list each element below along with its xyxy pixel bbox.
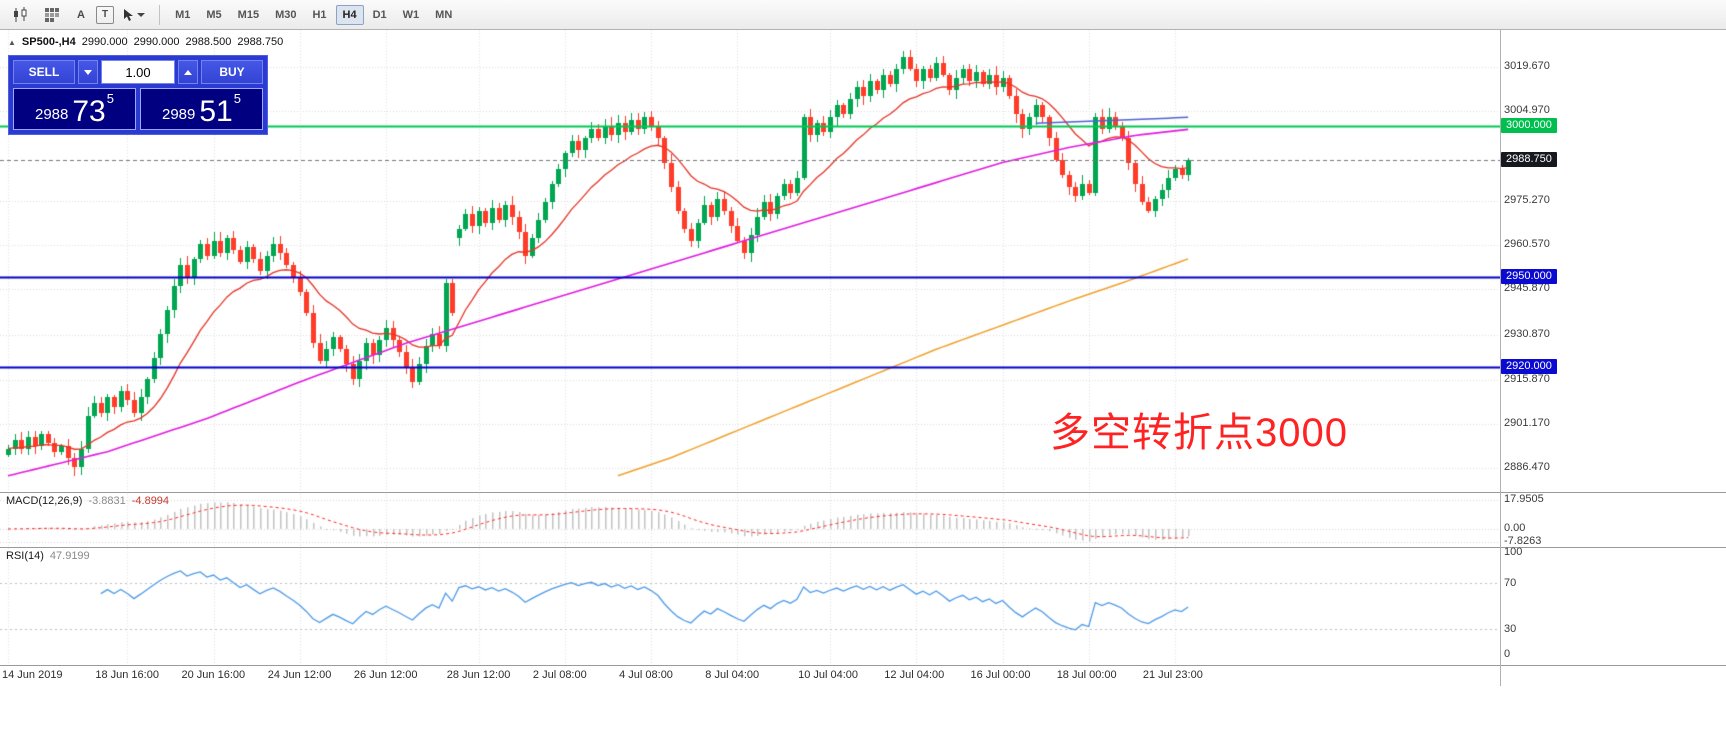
timeframe-button-d1[interactable]: D1: [372, 8, 387, 21]
bar-low: 2988.500: [185, 36, 232, 48]
collapse-trade-panel-icon[interactable]: ▲: [8, 37, 16, 47]
price-axis-label: 3019.670: [1504, 60, 1550, 73]
price-axis-label: 2915.870: [1504, 372, 1550, 385]
time-axis[interactable]: 14 Jun 2019 18 Jun 16:00 20 Jun 16:00 24 Ju…: [0, 666, 1500, 686]
pane-divider[interactable]: [0, 547, 1726, 548]
price-axis-label: 2975.270: [1504, 193, 1550, 206]
timeframe-button-m30[interactable]: M30: [275, 8, 297, 21]
sell-button[interactable]: SELL: [13, 60, 75, 84]
price-axis-label: 2901.170: [1504, 417, 1550, 430]
time-axis-label: 21 Jul 23:00: [1142, 669, 1203, 681]
macd-panel-title: MACD(12,26,9) -3.8831 -4.8994: [6, 495, 170, 507]
timeframe-button-m15[interactable]: M15: [237, 8, 260, 21]
price-level-badge: 2988.750: [1501, 152, 1557, 168]
macd-signal-value: -4.8994: [131, 495, 170, 507]
macd-axis-label: -7.8263: [1504, 534, 1542, 547]
buy-button[interactable]: BUY: [201, 60, 263, 84]
top-toolbar: A T M1 M5 M15 M30 H1 H4 D1 W1 MN: [0, 0, 1726, 30]
rsi-axis-label: 70: [1504, 576, 1517, 589]
time-axis-border: [0, 665, 1726, 666]
cursor-tool-dropdown[interactable]: [116, 4, 151, 26]
price-axis-border: [1500, 30, 1501, 686]
sell-price-prefix: 2988: [35, 105, 69, 123]
time-axis-label: 28 Jun 12:00: [446, 669, 511, 681]
symbol-label: SP500-,H4: [21, 36, 76, 48]
grid-profile-icon[interactable]: [38, 4, 66, 26]
price-level-badge: 2950.000: [1501, 268, 1557, 284]
time-axis-label: 12 Jul 04:00: [884, 669, 945, 681]
text-tool-icon[interactable]: T: [96, 5, 115, 24]
chevron-down-icon: [84, 69, 92, 75]
timeframe-button-m5[interactable]: M5: [206, 8, 222, 21]
time-axis-label: 20 Jun 16:00: [181, 669, 246, 681]
buy-price-prefix: 2989: [162, 105, 196, 123]
volume-input[interactable]: [101, 60, 175, 84]
time-axis-label: 8 Jul 04:00: [705, 669, 760, 681]
price-axis-label: 2960.570: [1504, 238, 1550, 251]
timeframe-button-mn[interactable]: MN: [435, 8, 453, 21]
bar-open: 2990.000: [81, 36, 128, 48]
font-tool-icon[interactable]: A: [77, 8, 85, 21]
rsi-axis-label: 100: [1504, 546, 1523, 558]
macd-value: -3.8831: [88, 495, 126, 507]
time-axis-label: 24 Jun 12:00: [267, 669, 332, 681]
timeframe-button-group: M1 M5 M15 M30 H1 H4 D1 W1 MN: [168, 4, 459, 25]
volume-dropdown-button[interactable]: [78, 60, 98, 84]
price-axis-label: 2930.870: [1504, 327, 1550, 340]
volume-stepper-up-button[interactable]: [178, 60, 198, 84]
price-level-badge: 2920.000: [1501, 359, 1557, 375]
buy-price-pip: 5: [233, 91, 241, 106]
time-axis-label: 14 Jun 2019: [2, 669, 63, 681]
time-axis-label: 16 Jul 00:00: [970, 669, 1031, 681]
macd-canvas[interactable]: [0, 494, 1500, 546]
bar-close: 2988.750: [237, 36, 284, 48]
timeframe-button-w1[interactable]: W1: [402, 8, 420, 21]
rsi-axis-label: 0: [1504, 648, 1511, 660]
rsi-axis-label: 30: [1504, 623, 1517, 636]
pane-divider[interactable]: [0, 492, 1726, 493]
price-level-badge: 3000.000: [1501, 118, 1557, 134]
rsi-canvas[interactable]: [0, 548, 1500, 664]
buy-price-main: 51: [199, 94, 233, 128]
toolbar-separator: [159, 4, 161, 25]
rsi-panel-title: RSI(14) 47.9199: [6, 550, 90, 562]
chevron-down-icon: [137, 12, 146, 17]
chevron-up-icon: [184, 69, 192, 75]
timeframe-button-m1[interactable]: M1: [175, 8, 191, 21]
price-axis-label: 2945.870: [1504, 282, 1550, 295]
time-axis-label: 10 Jul 04:00: [798, 669, 859, 681]
macd-axis-label: 17.9505: [1504, 492, 1544, 505]
cursor-icon: [124, 8, 134, 21]
symbol-info-bar: ▲ SP500-,H4 2990.000 2990.000 2988.500 2…: [8, 36, 283, 48]
timeframe-button-h1[interactable]: H1: [312, 8, 327, 21]
time-axis-label: 18 Jul 00:00: [1056, 669, 1117, 681]
sell-price-pip: 5: [106, 91, 114, 106]
price-axis-label: 3004.970: [1504, 104, 1550, 117]
time-axis-label: 2 Jul 08:00: [532, 669, 587, 681]
bar-high: 2990.000: [133, 36, 180, 48]
buy-price-box[interactable]: 2989 51 5: [140, 88, 263, 130]
macd-axis-label: 0.00: [1504, 521, 1526, 534]
time-axis-label: 18 Jun 16:00: [95, 669, 159, 681]
chart-annotation-text: 多空转折点3000: [1050, 411, 1348, 455]
time-axis-label: 26 Jun 12:00: [353, 669, 418, 681]
timeframe-button-h4[interactable]: H4: [335, 4, 364, 25]
one-click-trading-panel: SELL BUY 2988 73 5 2989 51 5: [8, 55, 268, 135]
price-axis-label: 2886.470: [1504, 461, 1550, 474]
sell-price-box[interactable]: 2988 73 5: [13, 88, 136, 130]
rsi-value: 47.9199: [49, 550, 90, 562]
candlestick-chart-icon[interactable]: [6, 4, 36, 26]
time-axis-label: 4 Jul 08:00: [619, 669, 673, 681]
sell-price-main: 73: [72, 94, 106, 128]
